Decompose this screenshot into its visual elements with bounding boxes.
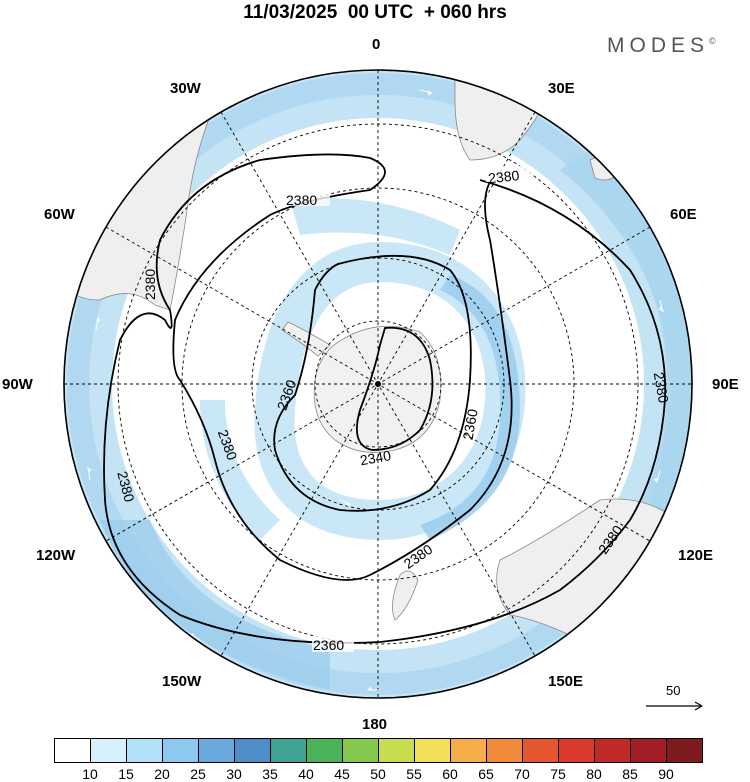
colorbar-swatch [54,738,91,763]
colorbar [54,738,703,763]
brand-logo: MODES© [607,34,716,57]
antarctica [313,325,442,453]
colorbar-swatch [198,738,235,763]
height-contours [103,153,667,644]
colorbar-label: 65 [478,766,494,782]
colorbar-swatch [414,738,451,763]
contour-label: 2360 [460,408,481,442]
contour-label: 2380 [286,192,317,208]
contour-2340 [356,326,434,451]
lon-label-60e: 60E [670,206,697,223]
lon-label-180: 180 [362,716,388,733]
map-title: 11/03/2025 00 UTC + 060 hrs [243,2,507,23]
contour-label: 2360 [313,637,344,653]
colorbar-swatch [234,738,271,763]
colorbar-label: 35 [262,766,278,782]
map-border [63,69,693,699]
colorbar-label: 10 [82,766,98,782]
colorbar-label: 75 [550,766,566,782]
colorbar-swatch [594,738,631,763]
lon-label-30w: 30W [170,80,201,97]
contour-2360 [273,254,472,512]
reference-vector-label: 50 [666,683,681,698]
contour-label: 2380 [142,269,158,300]
lon-label-120w: 120W [36,547,76,564]
lon-label-90e: 90E [712,376,739,393]
colorbar-swatch [126,738,163,763]
colorbar-swatch [666,738,703,763]
lon-label-0: 0 [372,36,381,53]
lon-label-30e: 30E [548,80,575,97]
lon-label-150w: 150W [162,673,202,690]
south-pole-marker [375,381,381,387]
colorbar-label: 45 [334,766,350,782]
colorbar-swatch [630,738,667,763]
wind-band-pacific [290,198,460,255]
colorbar-label: 60 [442,766,458,782]
colorbar-label: 15 [118,766,134,782]
colorbar-swatch [450,738,487,763]
colorbar-label: 55 [406,766,422,782]
new-zealand [392,570,419,621]
wind-band-east [560,150,692,600]
lon-label-120e: 120E [678,547,714,564]
wind-band-southwest [100,520,330,690]
colorbar-swatch [270,738,307,763]
colorbar-label: 25 [190,766,206,782]
colorbar-label: 30 [226,766,242,782]
contour-2380-outer [103,153,667,644]
colorbar-label: 20 [154,766,170,782]
contour-label: 2380 [114,469,138,503]
colorbar-swatch [522,738,559,763]
wind-band-pacific-south [200,400,280,540]
colorbar-swatch [306,738,343,763]
colorbar-label: 70 [514,766,530,782]
colorbar-label: 85 [622,766,638,782]
contour-label: 2380 [651,371,672,405]
colorbar-label: 90 [658,766,674,782]
colorbar-label: 40 [298,766,314,782]
colorbar-label: 50 [370,766,386,782]
wind-band-inner-east [420,275,520,540]
contour-label: 2380 [487,167,520,186]
colorbar-swatch [558,738,595,763]
lon-label-150e: 150E [548,673,584,690]
colorbar-swatch [342,738,379,763]
colorbar-swatch [162,738,199,763]
colorbar-swatch [378,738,415,763]
colorbar-label: 80 [586,766,602,782]
lon-label-90w: 90W [2,376,33,393]
antarctic-peninsula [281,321,331,357]
colorbar-swatch [90,738,127,763]
lon-label-60w: 60W [44,206,75,223]
reference-vector-arrow [646,701,703,711]
contour-label: 2340 [359,447,393,468]
colorbar-swatch [486,738,523,763]
